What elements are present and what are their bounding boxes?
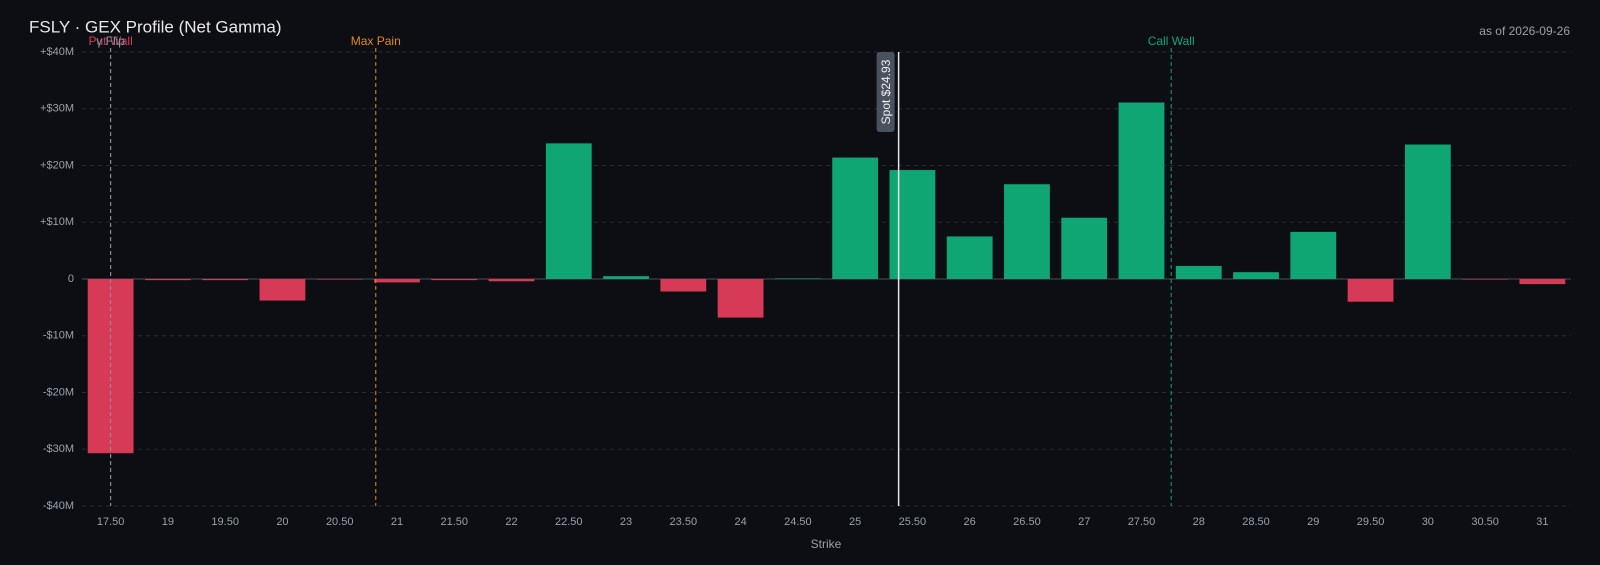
reference-label: γ Flip [96,34,125,48]
bar [431,279,478,281]
bar [717,279,764,318]
x-tick-label: 28.50 [1242,516,1270,528]
chart-title: FSLY · GEX Profile (Net Gamma) [29,17,282,36]
y-tick-label: -$20M [43,386,74,398]
reference-label: Call Wall [1148,34,1195,48]
x-tick-label: 30.50 [1471,516,1499,528]
x-tick-label: 23.50 [670,516,698,528]
x-tick-label: 29.50 [1357,516,1385,528]
x-tick-label: 30 [1422,516,1434,528]
x-tick-label: 24 [734,516,746,528]
y-tick-label: +$30M [40,103,74,115]
x-tick-label: 22 [505,516,517,528]
spot-badge: Spot $24.93 [876,52,895,132]
bar [889,170,936,279]
x-tick-label: 31 [1536,516,1548,528]
chart-subtitle: as of 2026-09-26 [1479,24,1570,38]
bar [316,279,363,280]
bar [374,279,420,283]
y-tick-label: -$40M [43,500,74,512]
y-tick-label: +$40M [40,46,74,58]
bar [1175,265,1222,279]
x-tick-label: 20 [276,516,288,528]
bar [603,276,649,279]
x-tick-label: 27.50 [1128,516,1156,528]
y-tick-label: -$30M [43,443,74,455]
y-tick-label: +$20M [40,159,74,171]
x-tick-label: 21.50 [440,516,468,528]
bar [1347,279,1394,302]
bar [1462,279,1509,280]
bar [202,279,249,281]
reference-label: Put Wall [89,34,133,48]
bar [1061,217,1108,279]
x-axis-label: Strike [811,537,842,551]
bar [1118,102,1165,279]
x-tick-label: 17.50 [97,516,125,528]
x-tick-label: 28 [1193,516,1205,528]
x-tick-label: 27 [1078,516,1090,528]
x-tick-label: 26.50 [1013,516,1041,528]
bar [144,279,191,281]
bar [946,236,993,279]
x-tick-label: 22.50 [555,516,583,528]
x-tick-label: 24.50 [784,516,812,528]
spot-label: Spot $24.93 [879,59,893,124]
bar [1519,279,1566,285]
x-tick-label: 29 [1307,516,1319,528]
bar [1290,231,1337,279]
bar [1004,184,1050,279]
x-tick-label: 21 [391,516,403,528]
bar [774,278,821,279]
x-tick-label: 19 [162,516,174,528]
x-tick-label: 25 [849,516,861,528]
bar [660,279,707,292]
x-tick-label: 25.50 [899,516,927,528]
bar [1404,144,1451,279]
y-tick-label: 0 [68,273,74,285]
x-tick-label: 19.50 [211,516,239,528]
spot-badge-bg [876,52,895,132]
y-tick-label: -$10M [43,330,74,342]
x-tick-label: 26 [964,516,976,528]
bar [259,279,306,301]
y-tick-label: +$10M [40,216,74,228]
reference-label: Max Pain [351,34,401,48]
x-tick-label: 20.50 [326,516,354,528]
bar [1233,272,1279,279]
bar [832,157,879,279]
bar [545,143,592,279]
x-tick-label: 23 [620,516,632,528]
bar [488,279,535,282]
